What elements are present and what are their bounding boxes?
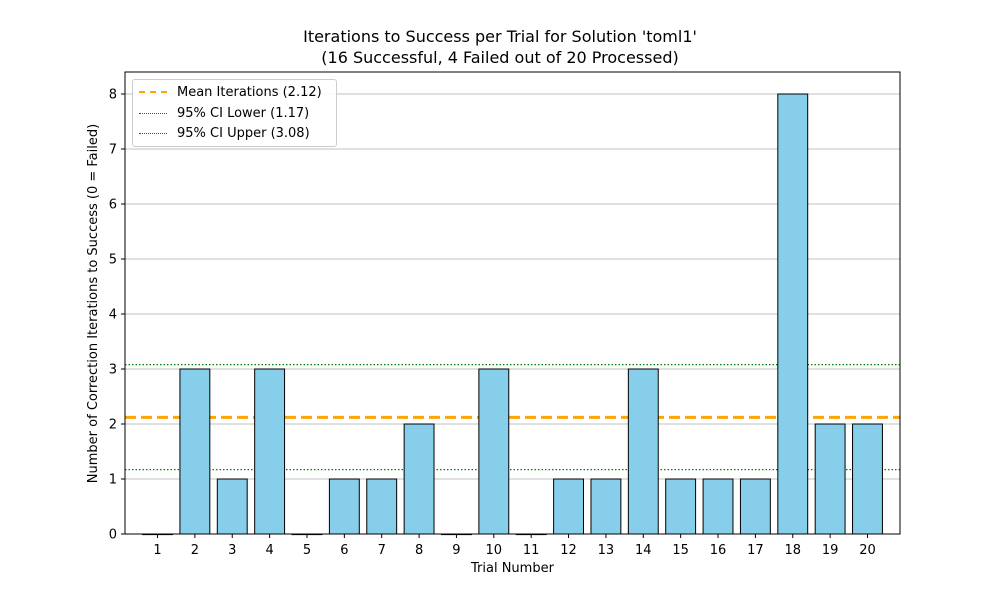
legend-swatch-mean: [139, 91, 167, 93]
y-tick-label: 3: [109, 363, 117, 378]
y-tick-label: 5: [109, 253, 117, 268]
x-tick-label: 7: [378, 543, 386, 558]
x-tick-label: 14: [635, 543, 652, 558]
legend-swatch-ci-upper: [139, 132, 167, 134]
x-tick-label: 12: [560, 543, 577, 558]
legend-label-ci-lower: 95% CI Lower (1.17): [177, 105, 310, 121]
legend-label-ci-upper: 95% CI Upper (3.08): [177, 125, 310, 141]
bars: [142, 93, 883, 536]
bar: [702, 478, 734, 535]
bar: [179, 368, 211, 535]
bar: [665, 478, 697, 535]
x-tick-label: 17: [747, 543, 764, 558]
x-axis-label: Trial Number: [471, 561, 554, 576]
legend: Mean Iterations (2.12) 95% CI Lower (1.1…: [132, 79, 337, 147]
x-tick-label: 6: [340, 543, 348, 558]
chart-title: Iterations to Success per Trial for Solu…: [303, 27, 697, 46]
x-tick-label: 10: [486, 543, 503, 558]
y-tick-label: 2: [109, 418, 117, 433]
y-tick-label: 1: [109, 473, 117, 488]
legend-swatch-ci-lower: [139, 112, 167, 114]
x-tick-label: 5: [303, 543, 311, 558]
x-tick-label: 8: [415, 543, 423, 558]
x-tick-label: 1: [153, 543, 161, 558]
y-tick-label: 4: [109, 308, 117, 323]
x-tick-label: 16: [710, 543, 727, 558]
bar: [553, 478, 584, 535]
bar: [403, 423, 435, 535]
x-tick-label: 13: [598, 543, 615, 558]
x-tick-label: 11: [523, 543, 540, 558]
bar: [590, 478, 622, 535]
bar: [328, 478, 360, 535]
bar: [216, 478, 248, 535]
x-tick-label: 20: [859, 543, 876, 558]
x-tick-label: 18: [784, 543, 801, 558]
bar: [739, 478, 771, 535]
x-tick-label: 3: [228, 543, 236, 558]
x-tick-label: 15: [672, 543, 689, 558]
x-tick-label: 9: [452, 543, 460, 558]
bar: [254, 368, 286, 535]
legend-label-mean: Mean Iterations (2.12): [177, 84, 322, 100]
bar: [777, 93, 809, 535]
x-tick-label: 4: [265, 543, 273, 558]
y-axis-label: Number of Correction Iterations to Succe…: [85, 123, 101, 483]
bar: [366, 478, 398, 535]
legend-item-mean: Mean Iterations (2.12): [139, 83, 322, 101]
x-tick-label: 2: [191, 543, 199, 558]
bar: [852, 423, 883, 535]
y-tick-label: 7: [109, 143, 117, 158]
chart-subtitle: (16 Successful, 4 Failed out of 20 Proce…: [321, 48, 679, 67]
y-tick-label: 6: [109, 198, 117, 213]
bar: [814, 423, 846, 535]
legend-item-ci-lower: 95% CI Lower (1.17): [139, 104, 309, 122]
x-tick-label: 19: [822, 543, 839, 558]
plot-frame: [124, 71, 901, 535]
legend-item-ci-upper: 95% CI Upper (3.08): [139, 124, 310, 142]
bar: [478, 368, 510, 535]
y-tick-label: 0: [109, 528, 117, 543]
bar: [627, 368, 659, 535]
y-tick-label: 8: [109, 88, 117, 103]
